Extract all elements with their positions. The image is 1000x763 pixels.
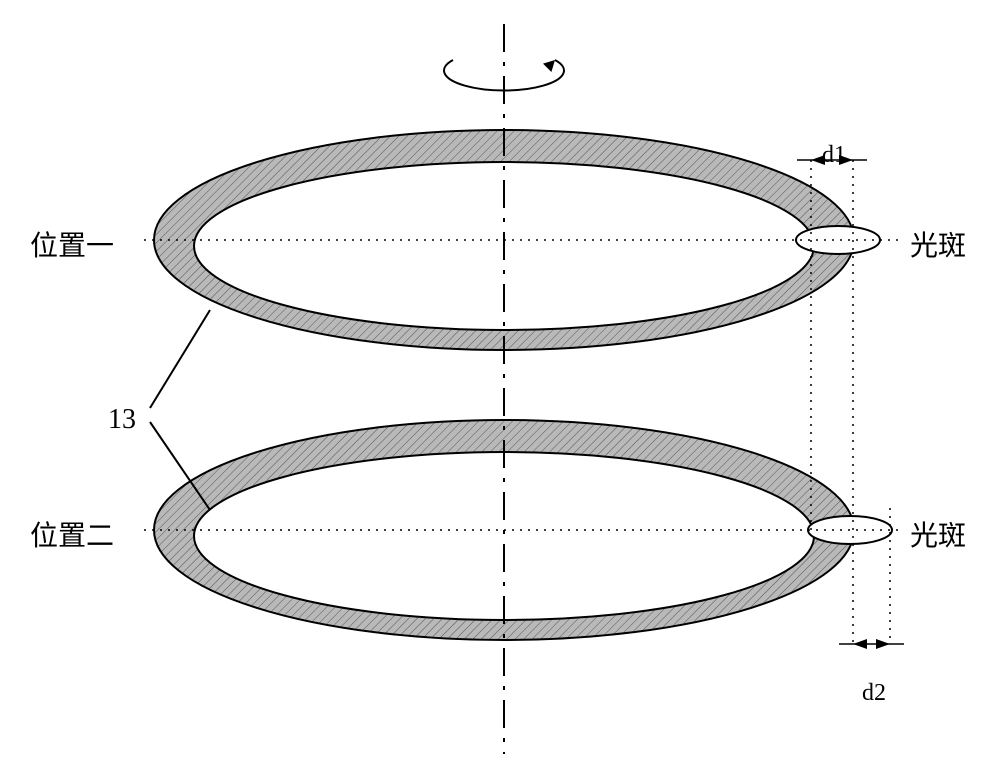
label-position-1: 位置一 [30,224,114,264]
callout-13-line-1 [150,310,210,408]
label-position-2: 位置二 [30,514,114,554]
label-spot-2: 光斑 [910,514,966,554]
diagram-svg [0,0,1000,763]
dim-d2-arrow-r [876,639,890,649]
rotation-arrowhead [543,60,555,72]
dim-d2-arrow-l [853,639,867,649]
label-d1: d1 [822,142,846,169]
label-d2: d2 [862,680,886,707]
diagram-root: 位置一 位置二 光斑 光斑 d1 d2 13 [0,0,1000,763]
label-callout-13: 13 [108,404,136,436]
label-spot-1: 光斑 [910,224,966,264]
